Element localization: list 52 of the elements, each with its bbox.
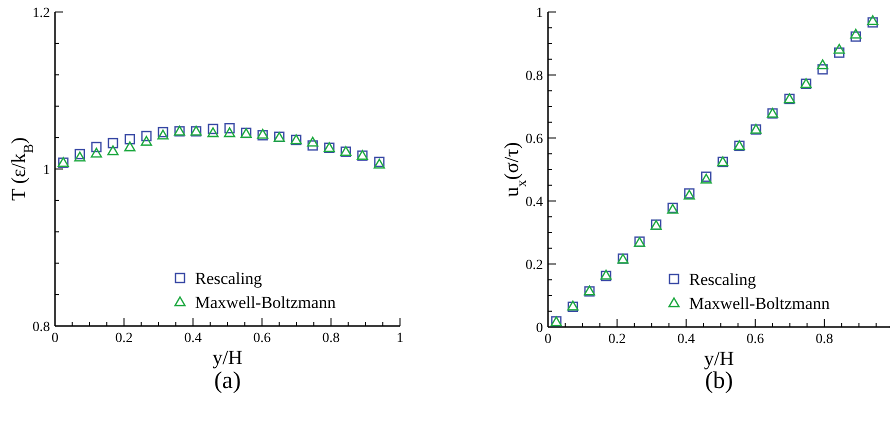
x-tick-label: 0.4 [677, 332, 695, 347]
point [307, 136, 318, 147]
x-tick-label: 0.6 [253, 331, 271, 346]
y-tick-label: 0.4 [526, 195, 543, 210]
x-tick-label: 0.8 [816, 332, 834, 347]
point [74, 152, 86, 162]
x-tick-label: 0.4 [184, 331, 202, 346]
point [868, 17, 878, 28]
point [308, 140, 318, 151]
legend-label: Maxwell-Boltzmann [689, 294, 830, 313]
point [90, 148, 102, 158]
legend-label: Rescaling [195, 269, 263, 288]
x-tick-label: 0.8 [322, 331, 340, 346]
point [817, 64, 828, 75]
y-tick-label: 0 [536, 321, 543, 336]
legend-label: Rescaling [689, 270, 757, 289]
point [850, 28, 862, 39]
y-tick-label: 1 [43, 163, 50, 178]
x-tick-label: 0.6 [746, 332, 764, 347]
point [124, 141, 136, 152]
point [141, 130, 152, 142]
x-tick-label: 0.2 [608, 332, 626, 347]
x-axis-title: y/H [704, 348, 734, 370]
y-tick-label: 1.2 [32, 6, 50, 21]
point [867, 15, 878, 26]
point [124, 134, 136, 144]
point [157, 130, 169, 140]
point [834, 47, 844, 58]
point [207, 127, 219, 138]
text: (a) [214, 368, 241, 394]
y-tick-label: 0.2 [526, 258, 543, 273]
point [107, 145, 119, 156]
text: (b) [705, 368, 733, 394]
point [850, 31, 861, 42]
point [208, 124, 218, 134]
point [224, 122, 235, 134]
y-tick-label: 0.6 [526, 132, 543, 147]
point [140, 136, 152, 146]
y-tick-label: 0.8 [526, 69, 543, 84]
point [834, 44, 845, 54]
point [158, 126, 168, 138]
point [74, 148, 86, 160]
x-axis-title: y/H [212, 347, 242, 369]
point [816, 59, 828, 70]
point [224, 127, 236, 138]
point [91, 142, 102, 152]
y-tick-label: 1 [536, 6, 543, 21]
legend-label: Maxwell-Boltzmann [195, 293, 336, 312]
x-tick-label: 0.2 [115, 331, 133, 346]
x-tick-label: 1 [396, 331, 404, 346]
y-tick-label: 0.8 [32, 320, 50, 335]
point [108, 138, 118, 148]
